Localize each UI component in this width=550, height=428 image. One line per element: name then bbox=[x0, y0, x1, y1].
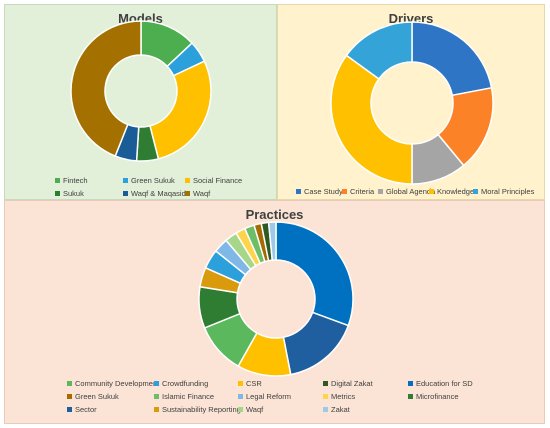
practices-legend-label: CSR bbox=[246, 379, 262, 388]
practices-legend-item-crowdfunding: Crowdfunding bbox=[154, 379, 208, 388]
drivers-legend-item-moral-principles: Moral Principles bbox=[473, 187, 534, 196]
practices-legend-item-sustainability-reporting: Sustainability Reporting bbox=[154, 405, 241, 414]
practices-donut-chart bbox=[198, 221, 354, 377]
practices-legend-label: Zakat bbox=[331, 405, 350, 414]
practices-legend-swatch bbox=[323, 380, 328, 386]
practices-legend-swatch bbox=[154, 406, 159, 412]
practices-legend-label: Islamic Finance bbox=[162, 392, 215, 401]
drivers-slice-moral-principles bbox=[345, 21, 413, 80]
practices-legend-label: Legal Reform bbox=[246, 392, 292, 401]
models-legend-item-waqf-and-maqasid: Waqf & Maqasid bbox=[123, 189, 186, 198]
practices-legend-item-sector: Sector bbox=[67, 405, 97, 414]
drivers-legend-swatch bbox=[378, 188, 383, 194]
models-legend-item-waqf: Waqf bbox=[185, 189, 210, 198]
practices-slice-sector bbox=[282, 311, 350, 376]
drivers-slice-knowledge bbox=[330, 54, 413, 185]
practices-legend-label: Sector bbox=[75, 405, 97, 414]
models-legend-label: Waqf bbox=[193, 189, 211, 198]
practices-legend-item-education-for-sd: Education for SD bbox=[408, 379, 473, 388]
practices-title: Practices bbox=[245, 207, 304, 222]
models-slice-waqf bbox=[70, 20, 142, 158]
practices-legend-item-islamic-finance: Islamic Finance bbox=[154, 392, 214, 401]
practices-legend-swatch bbox=[238, 393, 243, 399]
practices-legend-label: Community Development bbox=[75, 379, 160, 388]
models-legend-swatch bbox=[123, 177, 128, 183]
models-legend-label: Social Finance bbox=[193, 176, 243, 185]
drivers-slice-case-study bbox=[411, 21, 493, 97]
models-legend-swatch bbox=[55, 177, 60, 183]
drivers-legend-swatch bbox=[296, 188, 301, 194]
models-legend-swatch bbox=[185, 190, 190, 196]
practices-legend-swatch bbox=[408, 393, 413, 399]
practices-slice-education-for-sd bbox=[275, 221, 354, 327]
practices-legend-item-legal-reform: Legal Reform bbox=[238, 392, 291, 401]
practices-legend-label: Crowdfunding bbox=[162, 379, 209, 388]
practices-legend-label: Education for SD bbox=[416, 379, 473, 388]
models-legend-item-social-finance: Social Finance bbox=[185, 176, 242, 185]
practices-legend-swatch bbox=[67, 393, 72, 399]
practices-legend-item-green-sukuk: Green Sukuk bbox=[67, 392, 119, 401]
practices-legend-item-digital-zakat: Digital Zakat bbox=[323, 379, 373, 388]
models-slice-social-finance bbox=[149, 60, 212, 160]
practices-legend-swatch bbox=[323, 406, 328, 412]
practices-legend-swatch bbox=[67, 406, 72, 412]
models-legend-item-sukuk: Sukuk bbox=[55, 189, 84, 198]
models-legend-swatch bbox=[123, 190, 128, 196]
practices-slice-zakat bbox=[267, 221, 277, 261]
practices-legend-item-csr: CSR bbox=[238, 379, 262, 388]
drivers-legend-swatch bbox=[342, 188, 347, 194]
practices-legend-swatch bbox=[154, 393, 159, 399]
models-legend-label: Fintech bbox=[63, 176, 88, 185]
drivers-donut-chart bbox=[330, 21, 494, 185]
drivers-legend-label: Criteria bbox=[350, 187, 375, 196]
practices-legend-swatch bbox=[67, 380, 72, 386]
practices-legend-item-waqf: Waqf bbox=[238, 405, 263, 414]
practices-legend-swatch bbox=[238, 380, 243, 386]
drivers-legend-item-global-agenda: Global Agenda bbox=[378, 187, 435, 196]
practices-legend-swatch bbox=[154, 380, 159, 386]
practices-legend-label: Green Sukuk bbox=[75, 392, 119, 401]
models-legend-label: Green Sukuk bbox=[131, 176, 175, 185]
practices-legend-label: Microfinance bbox=[416, 392, 459, 401]
drivers-panel: Drivers Case Study Criteria Global Agenda K… bbox=[277, 4, 545, 200]
models-legend-swatch bbox=[55, 190, 60, 196]
practices-legend-item-metrics: Metrics bbox=[323, 392, 355, 401]
drivers-legend-item-criteria: Criteria bbox=[342, 187, 374, 196]
models-donut-chart bbox=[70, 20, 212, 162]
practices-panel: Practices Community Development Crowdfund… bbox=[4, 200, 545, 424]
drivers-legend-label: Case Study bbox=[304, 187, 343, 196]
models-legend-swatch bbox=[185, 177, 190, 183]
drivers-legend-label: Moral Principles bbox=[481, 187, 535, 196]
models-legend-item-fintech: Fintech bbox=[55, 176, 88, 185]
practices-legend-item-microfinance: Microfinance bbox=[408, 392, 459, 401]
drivers-legend-label: Global Agenda bbox=[386, 187, 436, 196]
models-legend-item-green-sukuk: Green Sukuk bbox=[123, 176, 175, 185]
practices-legend-label: Digital Zakat bbox=[331, 379, 373, 388]
practices-legend-label: Sustainability Reporting bbox=[162, 405, 241, 414]
models-panel: Models Fintech Green Sukuk Social Finance S… bbox=[4, 4, 277, 200]
practices-legend-label: Metrics bbox=[331, 392, 356, 401]
drivers-legend-label: Knowledge bbox=[437, 187, 475, 196]
drivers-legend-item-case-study: Case Study bbox=[296, 187, 343, 196]
drivers-legend-swatch bbox=[429, 188, 434, 194]
practices-legend-swatch bbox=[238, 406, 243, 412]
practices-legend-swatch bbox=[323, 393, 328, 399]
drivers-legend-swatch bbox=[473, 188, 478, 194]
models-legend-label: Waqf & Maqasid bbox=[131, 189, 186, 198]
drivers-legend-item-knowledge: Knowledge bbox=[429, 187, 474, 196]
practices-legend-item-community-development: Community Development bbox=[67, 379, 159, 388]
practices-legend-item-zakat: Zakat bbox=[323, 405, 350, 414]
models-legend-label: Sukuk bbox=[63, 189, 84, 198]
practices-legend-label: Waqf bbox=[246, 405, 264, 414]
practices-legend-swatch bbox=[408, 380, 413, 386]
